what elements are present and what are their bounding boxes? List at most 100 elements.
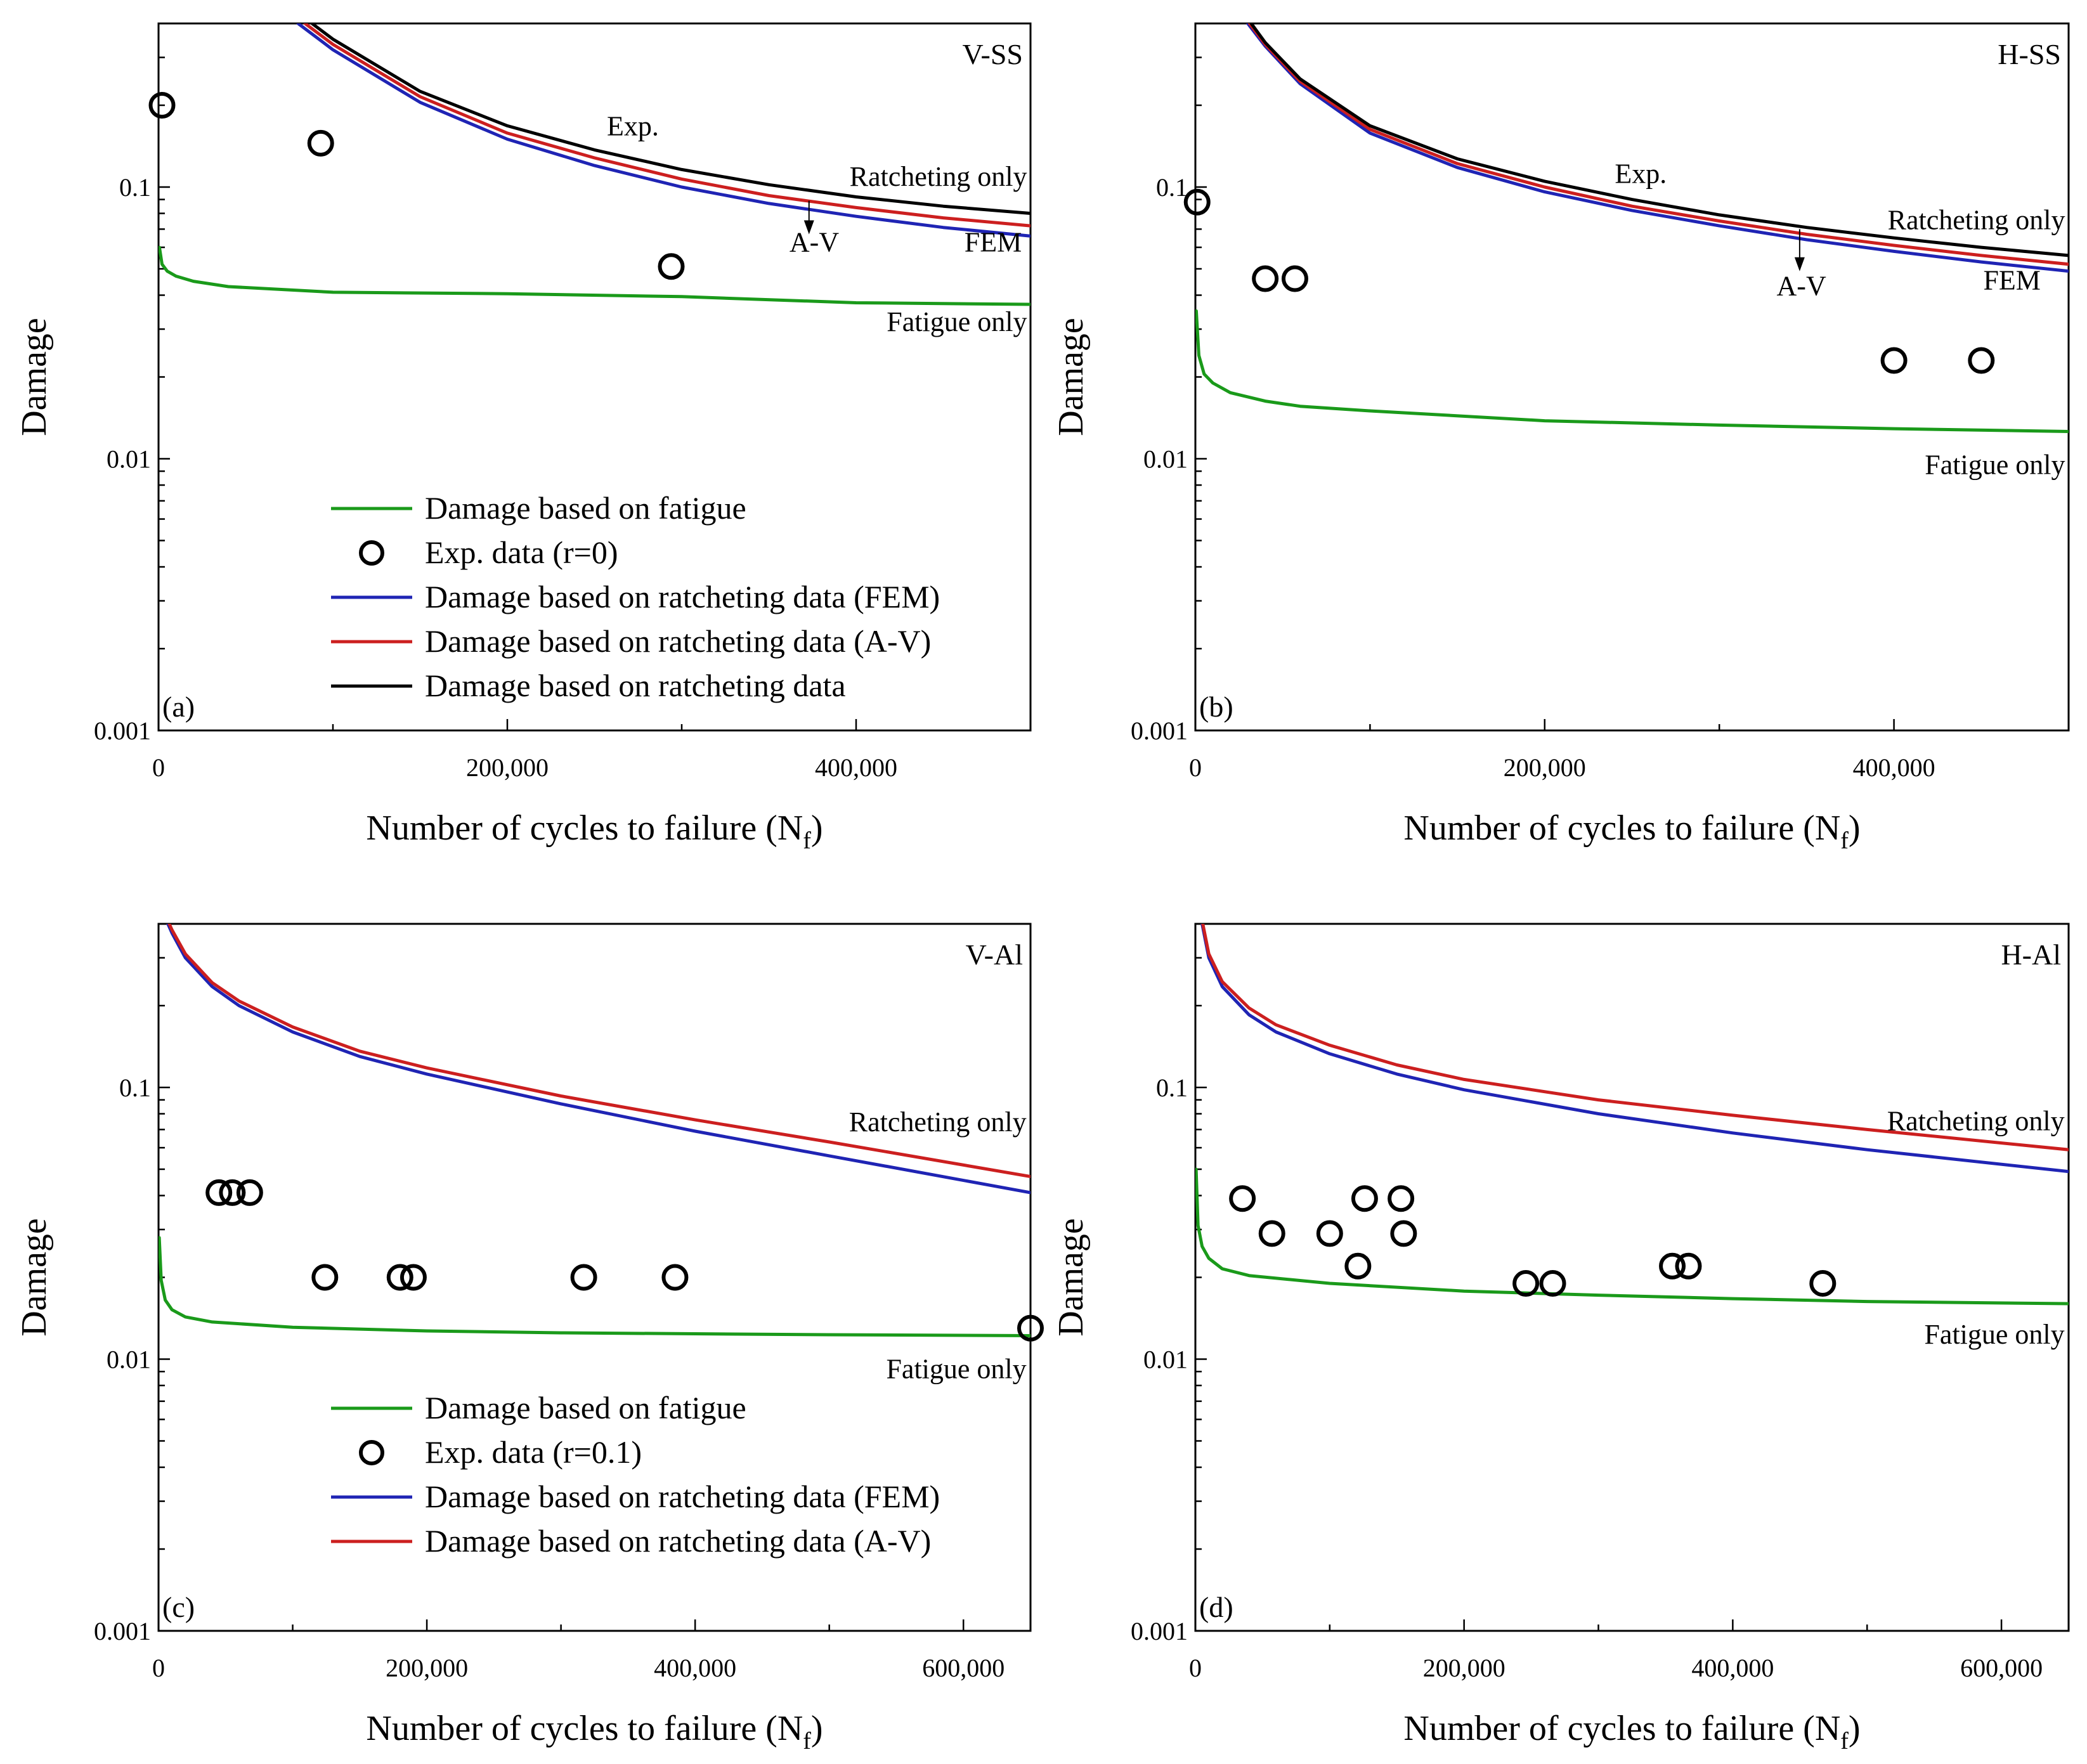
- legend-label: Damage based on ratcheting data (FEM): [425, 1479, 940, 1514]
- y-axis: 0.001 0.01 0.1: [94, 22, 170, 745]
- legend-label: Damage based on ratcheting data (A-V): [425, 1523, 931, 1559]
- x-tick-label: 400,000: [1853, 753, 1935, 782]
- series-line-3: [1201, 924, 2069, 1151]
- x-tick-label: 400,000: [815, 753, 897, 782]
- y-tick-label: 0.01: [107, 1345, 151, 1373]
- x-tick-label: 200,000: [1423, 1654, 1505, 1682]
- legend-swatch-marker: [359, 540, 384, 566]
- data-area: [1195, 23, 2069, 433]
- legend-label: Damage based on ratcheting data: [425, 668, 846, 703]
- x-axis-title-main: Number of cycles to failure (N: [366, 808, 803, 848]
- annotation-label: Fatigue only: [887, 306, 1027, 337]
- annotation-label: Ratcheting only: [850, 161, 1027, 192]
- data-point: [1539, 1270, 1566, 1297]
- panel-title: V-SS: [963, 38, 1023, 70]
- data-point: [311, 1264, 339, 1291]
- data-area: [1195, 924, 2069, 1306]
- data-point: [1659, 1252, 1686, 1280]
- data-point: [661, 1264, 689, 1291]
- data-point: [386, 1264, 413, 1291]
- data-point: [1880, 347, 1908, 374]
- series-line-3: [167, 924, 1030, 1178]
- data-point: [1017, 1314, 1044, 1342]
- panel-label: (c): [162, 1591, 195, 1623]
- panel-c: 0.001 0.01 0.1 0 200,000 400,000 600,000 Number…: [15, 923, 1044, 1754]
- x-axis-title-close: ): [811, 1709, 823, 1748]
- annotation-label: Ratcheting only: [849, 1106, 1027, 1138]
- y-axis: 0.001 0.01 0.1: [1131, 923, 1207, 1645]
- panel-label: (b): [1199, 691, 1233, 723]
- series-line-2: [1246, 23, 2069, 273]
- series-line-0: [1195, 309, 2069, 433]
- series-line-2: [296, 23, 1030, 238]
- x-axis: 0 200,000 400,000 600,000: [1189, 1619, 2043, 1682]
- annotation-label: A-V: [790, 226, 839, 257]
- series-line-3: [303, 23, 1030, 228]
- data-area: [159, 23, 1030, 306]
- annotation-label: A-V: [1777, 271, 1826, 302]
- y-axis-title: Damage: [1051, 318, 1091, 436]
- data-point: [1183, 188, 1211, 216]
- panel-title: V-Al: [966, 938, 1023, 971]
- data-point: [1388, 1185, 1415, 1212]
- y-tick-label: 0.1: [1156, 1073, 1188, 1102]
- arrow-head: [1794, 257, 1805, 271]
- y-tick-label: 0.001: [94, 717, 151, 745]
- x-tick-label: 0: [1189, 1654, 1202, 1682]
- x-axis: 0 200,000 400,000: [152, 719, 1032, 782]
- panel-d: 0.001 0.01 0.1 0 200,000 400,000 600,000 Number…: [1051, 923, 2070, 1754]
- y-tick-label: 0.1: [119, 1073, 151, 1102]
- x-tick-label: 600,000: [922, 1654, 1004, 1682]
- annotation-label: Ratcheting only: [1887, 1106, 2065, 1137]
- data-point: [1809, 1270, 1837, 1297]
- x-axis-title: Number of cycles to failure (Nf): [366, 808, 822, 854]
- panel-b: 0.001 0.01 0.1 0 200,000 400,000 Number of cyc…: [1051, 22, 2070, 854]
- panel-label: (d): [1199, 1591, 1233, 1623]
- x-tick-label: 600,000: [1960, 1654, 2043, 1682]
- x-axis-title: Number of cycles to failure (Nf): [366, 1709, 822, 1754]
- series-line-4: [1249, 23, 2069, 257]
- data-point: [1390, 1220, 1417, 1247]
- series-line-0: [1195, 1167, 2069, 1306]
- data-point: [1512, 1270, 1540, 1297]
- x-tick-label: 400,000: [1691, 1654, 1774, 1682]
- x-tick-label: 0: [152, 753, 165, 782]
- annotation-label: Ratcheting only: [1888, 204, 2065, 235]
- y-tick-label: 0.001: [1131, 1617, 1188, 1645]
- y-tick-label: 0.1: [1156, 173, 1188, 202]
- legend-label: Exp. data (r=0): [425, 535, 618, 570]
- annotation-label: Exp.: [607, 110, 659, 141]
- series-line-2: [1200, 924, 2069, 1174]
- legend-label: Damage based on ratcheting data (FEM): [425, 579, 940, 614]
- data-point: [658, 253, 685, 280]
- x-tick-label: 0: [152, 1654, 165, 1682]
- data-point: [1229, 1185, 1256, 1212]
- y-tick-label: 0.001: [1131, 717, 1188, 745]
- x-axis-title: Number of cycles to failure (Nf): [1403, 808, 1860, 854]
- legend-label: Damage based on fatigue: [425, 1390, 746, 1425]
- y-tick-label: 0.01: [107, 444, 151, 473]
- legend-label: Exp. data (r=0.1): [425, 1434, 642, 1470]
- x-tick-label: 200,000: [1504, 753, 1586, 782]
- y-tick-label: 0.1: [119, 173, 151, 202]
- data-point: [236, 1179, 263, 1206]
- annotation-label: Fatigue only: [1924, 1319, 2064, 1350]
- legend: Damage based on fatigue Exp. data (r=0.1)…: [331, 1390, 940, 1559]
- x-axis: 0 200,000 400,000: [1189, 719, 2070, 782]
- data-point: [1252, 265, 1279, 292]
- y-tick-label: 0.01: [1143, 444, 1188, 473]
- y-tick-label: 0.001: [94, 1617, 151, 1645]
- data-point: [1281, 265, 1308, 292]
- legend-label: Damage based on fatigue: [425, 490, 746, 526]
- x-tick-label: 400,000: [654, 1654, 736, 1682]
- data-point: [400, 1264, 427, 1291]
- x-axis-title-main: Number of cycles to failure (N: [366, 1709, 803, 1748]
- y-axis-title: Damage: [15, 1218, 54, 1337]
- data-point: [570, 1264, 597, 1291]
- data-point: [1344, 1252, 1372, 1280]
- x-axis: 0 200,000 400,000 600,000: [152, 1619, 1004, 1682]
- annotation-label: Fatigue only: [886, 1354, 1026, 1385]
- panel-a: 0.001 0.01 0.1 0 200,000 400,000 Number of cyc…: [15, 22, 1032, 854]
- plot-frame: [1194, 22, 2070, 732]
